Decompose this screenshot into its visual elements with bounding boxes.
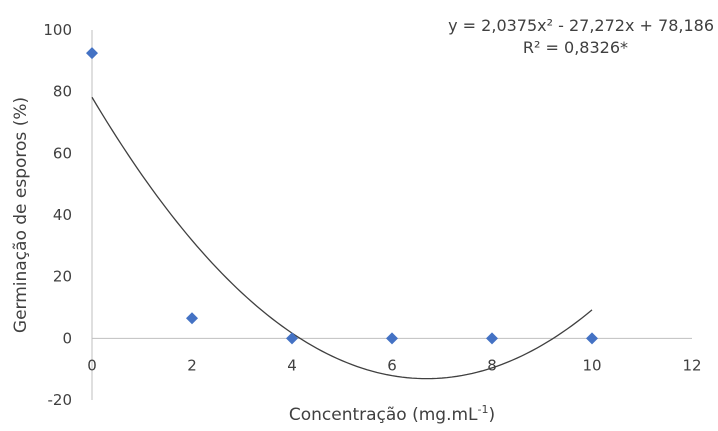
trendline-curve [91,96,593,380]
x-tick-label: 6 [387,356,397,374]
y-tick-labels: -20 0 20 40 60 80 100 [43,21,72,409]
x-tick-label: 12 [682,356,701,374]
y-tick-label: 0 [62,329,72,347]
axes [91,30,692,400]
x-axis-title-main: Concentração (mg.mL [289,405,478,425]
y-tick-label: -20 [48,391,73,409]
x-tick-label: 2 [187,356,197,374]
x-axis-title: Concentração (mg.mL-1) [289,403,495,425]
y-tick-label: 100 [43,21,72,39]
y-tick-label: 40 [53,206,72,224]
y-tick-label: 20 [53,268,72,286]
x-tick-label: 8 [487,356,497,374]
data-point-diamond [286,332,298,345]
data-point-diamond [486,332,498,345]
y-tick-label: 60 [53,144,72,162]
data-point-diamond [186,312,198,325]
data-point-diamond [86,47,98,60]
data-point-diamond [386,332,398,345]
data-point-diamond [586,332,598,345]
trendline-group [91,96,593,380]
x-tick-label: 10 [582,356,601,374]
x-tick-labels: 0 2 4 6 8 10 12 [87,356,701,374]
y-axis-title: Germinação de esporos (%) [11,97,31,333]
data-points [86,47,598,345]
r-squared-label: R² = 0,8326* [523,38,628,57]
x-tick-label: 0 [87,356,97,374]
trendline-equation: y = 2,0375x² - 27,272x + 78,186 [448,16,714,35]
x-axis-title-end: ) [489,405,496,425]
x-axis-title-superscript: -1 [478,403,489,416]
x-tick-label: 4 [287,356,297,374]
y-tick-label: 80 [53,83,72,101]
